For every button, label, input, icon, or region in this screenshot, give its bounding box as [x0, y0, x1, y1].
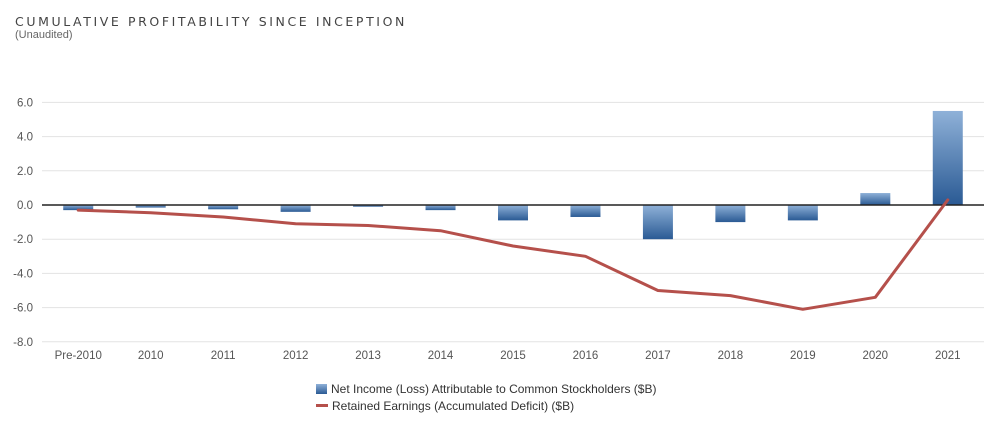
y-tick-label: -2.0 — [13, 234, 33, 246]
line-series — [76, 198, 950, 311]
x-tick-label: 2010 — [138, 350, 164, 362]
y-tick-label: 4.0 — [17, 132, 33, 144]
bar-2014 — [425, 205, 456, 211]
x-tick-label: Pre-2010 — [55, 350, 102, 362]
bar-2018 — [715, 205, 746, 223]
bar-2011 — [208, 205, 239, 210]
y-tick-label: -4.0 — [13, 268, 33, 280]
x-tick-label: 2019 — [790, 350, 816, 362]
bar-2021 — [932, 110, 963, 205]
retained-earnings-line — [76, 198, 950, 311]
bar-2015 — [498, 205, 528, 221]
x-tick-label: 2016 — [573, 350, 599, 362]
chart-subtitle: (Unaudited) — [15, 29, 73, 41]
x-tick-label: 2017 — [645, 350, 671, 362]
bar-2013 — [353, 205, 384, 207]
x-tick-label: 2015 — [500, 350, 526, 362]
x-tick-label: 2014 — [428, 350, 454, 362]
bar-2012 — [280, 205, 311, 212]
legend-item-retained-earnings: Retained Earnings (Accumulated Deficit) … — [316, 397, 656, 414]
y-tick-label: 0.0 — [17, 200, 33, 212]
gridlines — [42, 101, 984, 343]
bar-2016 — [570, 205, 601, 217]
x-axis-ticks: Pre-2010 2010 2011 2012 2013 2014 2015 2016 2017… — [55, 350, 961, 362]
bar-2010 — [135, 205, 166, 208]
legend-label-net-income: Net Income (Loss) Attributable to Common… — [331, 381, 657, 396]
bar-2020 — [860, 193, 891, 205]
bar-series — [63, 110, 963, 240]
bar-pre-2010 — [63, 205, 94, 211]
y-tick-label: -6.0 — [13, 303, 33, 315]
x-tick-label: 2012 — [283, 350, 309, 362]
x-tick-label: 2021 — [935, 350, 961, 362]
y-tick-label: -8.0 — [13, 337, 33, 349]
legend-swatch-bar — [316, 383, 327, 394]
chart-title: CUMULATIVE PROFITABILITY SINCE INCEPTION — [15, 14, 407, 29]
legend-item-net-income: Net Income (Loss) Attributable to Common… — [316, 380, 656, 397]
legend-label-retained-earnings: Retained Earnings (Accumulated Deficit) … — [332, 398, 575, 413]
y-tick-label: 6.0 — [17, 97, 33, 109]
x-tick-label: 2011 — [211, 350, 236, 362]
legend-swatch-line — [316, 404, 328, 407]
y-tick-label: 2.0 — [17, 166, 33, 178]
x-tick-label: 2018 — [718, 350, 744, 362]
x-tick-label: 2013 — [355, 350, 381, 362]
x-tick-label: 2020 — [863, 350, 889, 362]
y-axis-ticks: 6.0 4.0 2.0 0.0 -2.0 -4.0 -6.0 -8.0 — [13, 97, 33, 348]
bar-2019 — [787, 205, 818, 221]
bar-2017 — [642, 205, 673, 240]
legend: Net Income (Loss) Attributable to Common… — [316, 380, 656, 414]
